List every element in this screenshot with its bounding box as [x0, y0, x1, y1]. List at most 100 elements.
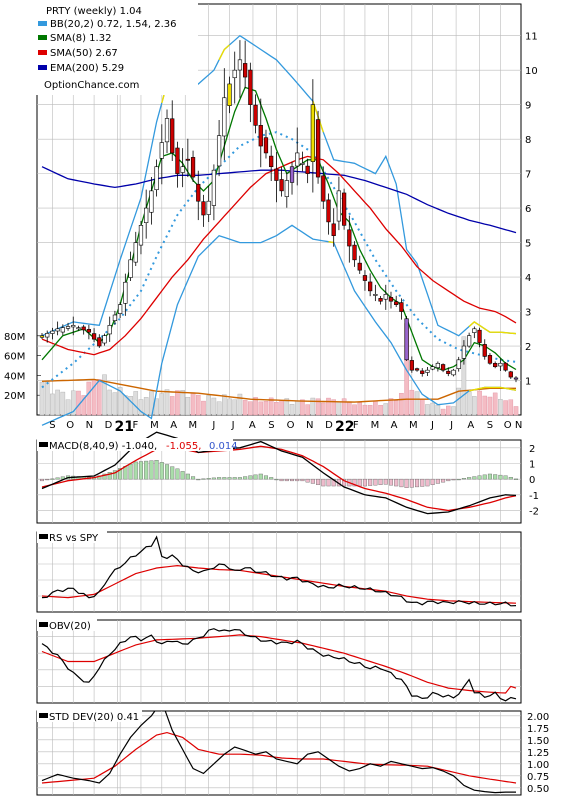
bb-touch-segment [218, 44, 230, 61]
candle-body [222, 97, 227, 137]
candle-body [263, 137, 269, 154]
candle-body [331, 223, 336, 236]
volume-bar [107, 389, 112, 416]
volume-bar [190, 392, 196, 416]
candle-body [211, 169, 217, 206]
candle-body [451, 369, 456, 376]
candle-body [347, 229, 352, 247]
volume-bar [331, 399, 336, 416]
volume-bar [300, 399, 305, 416]
macd-histogram-bar [227, 477, 232, 480]
candle-body [409, 360, 414, 371]
grid-layer [36, 3, 522, 796]
volume-bar [503, 400, 508, 416]
volume-bar [435, 404, 441, 416]
macd-histogram-bar [388, 478, 394, 486]
macd-histogram-bar [201, 478, 206, 480]
candle-body [133, 242, 138, 263]
candle-body [159, 142, 164, 159]
candle-body [352, 244, 357, 261]
candle-body [102, 335, 107, 344]
candle-body [55, 328, 60, 332]
std-tick-label: 1.50 [527, 736, 549, 747]
volume-bar [201, 400, 206, 416]
volume-bar [133, 391, 139, 416]
macd-histogram-bar [237, 477, 242, 480]
volume-bar [195, 394, 201, 416]
price-tick-label: 6 [525, 204, 531, 215]
macd-histogram-bar [243, 476, 248, 480]
month-label: 22 [335, 419, 354, 435]
volume-bar [258, 401, 264, 416]
month-label: O [287, 420, 295, 431]
macd-histogram-bar [170, 466, 175, 480]
candle-body [279, 179, 284, 192]
volume-bar [315, 398, 321, 416]
month-label: N [515, 420, 522, 431]
candle-body [45, 333, 50, 338]
volume-ma-line [41, 378, 516, 403]
macd-histogram-bar [102, 473, 107, 480]
main-legend: PRTY (weekly) 1.04 BB(20,2) 0.72, 1.54, … [36, 3, 198, 95]
volume-bar [97, 379, 102, 416]
candle-body [128, 259, 133, 278]
volume-bar [164, 389, 170, 416]
candle-body [76, 327, 81, 330]
candle-body [357, 262, 362, 271]
volume-bar [143, 397, 149, 416]
macd-histogram-bar [446, 478, 451, 482]
volume-bar [492, 392, 498, 416]
macd-histogram-bar [279, 478, 284, 482]
macd-histogram-bar [305, 478, 310, 483]
candle-body [154, 166, 159, 191]
candle-body [284, 180, 289, 197]
volume-bar [367, 405, 373, 416]
volume-bar [253, 397, 258, 416]
macd-histogram-bar [493, 474, 498, 480]
rs-line [41, 535, 517, 607]
candle-body [498, 362, 503, 367]
macd-signal-label: -1.055, [166, 441, 201, 452]
volume-bar [477, 390, 482, 416]
candle-body [399, 302, 404, 312]
macd-histogram-bar [310, 478, 315, 484]
candle-body [414, 368, 420, 371]
month-label: M [371, 420, 380, 431]
candle-body [477, 329, 482, 343]
macd-histogram-bar [404, 478, 409, 488]
volume-bar [305, 404, 310, 416]
volume-bar [425, 404, 430, 416]
macd-histogram-bar [180, 471, 185, 480]
macd-histogram-bar [472, 476, 477, 480]
candle-body [112, 314, 118, 321]
volume-bar [378, 404, 383, 416]
macd-histogram-bar [399, 478, 404, 488]
macd-histogram-bar [415, 478, 420, 488]
candle-body [508, 371, 513, 378]
legend-swatch-sma50 [38, 50, 47, 55]
month-label: A [467, 420, 474, 431]
candle-body [258, 125, 263, 147]
candle-body [373, 294, 378, 296]
legend-sma8: SMA(8) 1.32 [50, 33, 111, 44]
month-label: M [409, 420, 418, 431]
macd-line [41, 431, 517, 515]
volume-bar [117, 387, 123, 416]
volume-bar [55, 389, 60, 416]
macd-histogram-bar [316, 478, 321, 485]
macd-histogram-bar [248, 475, 253, 480]
candle-body [206, 200, 211, 215]
macd-histogram-bar [118, 468, 123, 480]
price-tick-label: 10 [525, 66, 538, 77]
macd-histogram-bar [133, 461, 138, 480]
std-tick-label: 0.75 [527, 772, 549, 783]
candle-body [446, 370, 451, 374]
month-label: J [231, 420, 235, 431]
volume-bar [409, 389, 415, 416]
macd-histogram-bar [467, 477, 472, 480]
volume-bar [211, 397, 217, 416]
volume-bar [513, 406, 519, 416]
candle-body [461, 345, 467, 359]
candle-body [295, 152, 300, 167]
